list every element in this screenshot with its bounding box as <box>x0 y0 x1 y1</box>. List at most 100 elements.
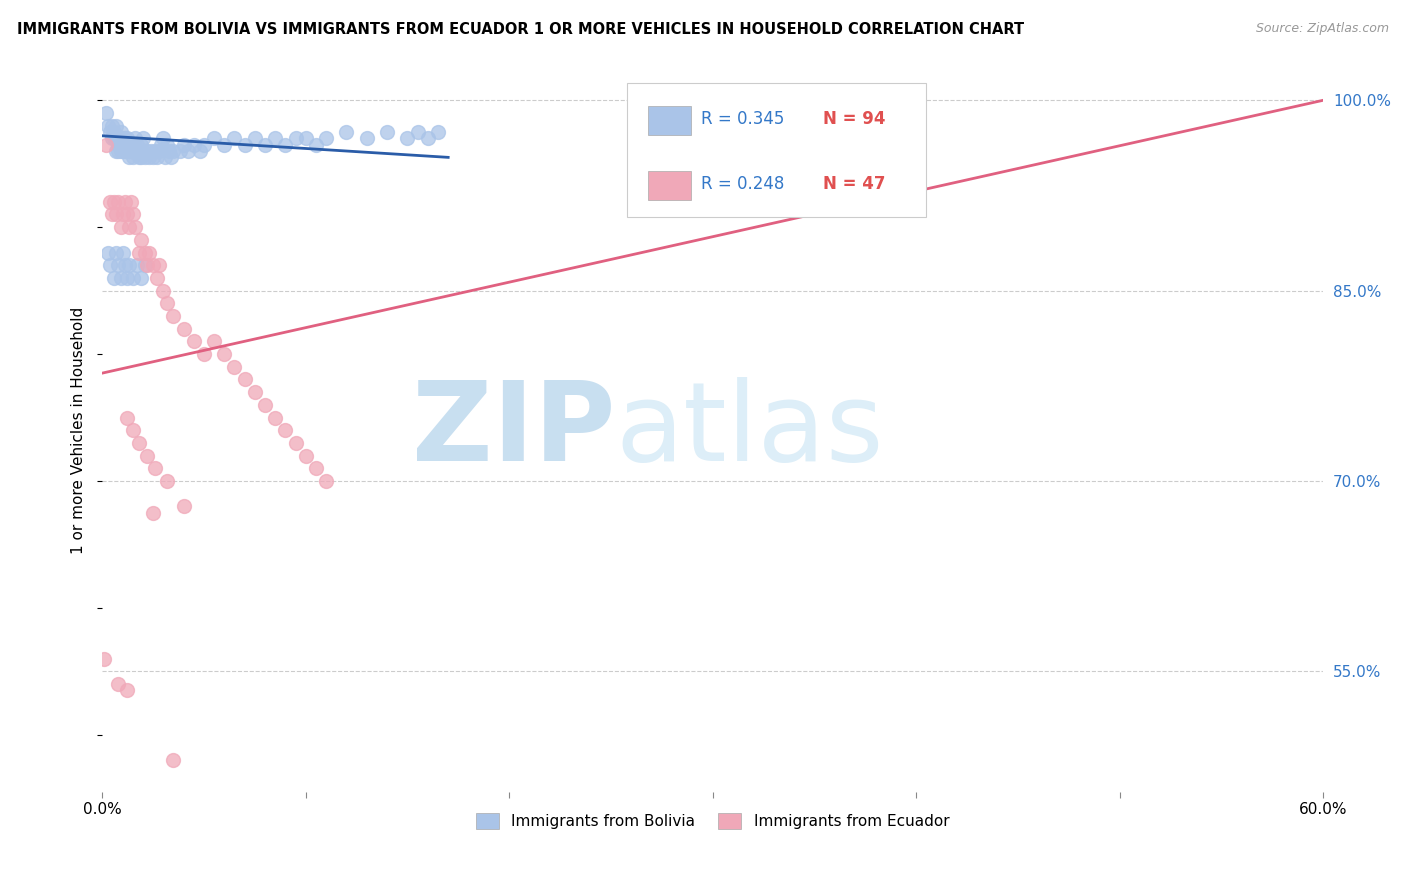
Point <box>124 131 146 145</box>
Point <box>132 131 155 145</box>
FancyBboxPatch shape <box>627 83 927 217</box>
Point <box>138 245 160 260</box>
Point <box>173 500 195 514</box>
Point <box>105 119 128 133</box>
Point <box>148 258 170 272</box>
Point <box>101 207 124 221</box>
Point <box>103 125 125 139</box>
Point <box>110 144 132 158</box>
Point <box>121 423 143 437</box>
Point <box>128 144 150 158</box>
Point <box>406 125 429 139</box>
Point <box>264 410 287 425</box>
Point <box>162 309 184 323</box>
Point <box>142 258 165 272</box>
Point <box>284 131 307 145</box>
Bar <box>648 106 690 135</box>
Point <box>416 131 439 145</box>
Point <box>124 144 146 158</box>
Point <box>107 258 129 272</box>
Point <box>115 207 138 221</box>
Text: N = 94: N = 94 <box>823 110 886 128</box>
Text: R = 0.248: R = 0.248 <box>700 175 785 194</box>
Point <box>107 677 129 691</box>
Point <box>105 144 128 158</box>
Point <box>111 131 134 145</box>
Point <box>125 137 148 152</box>
Legend: Immigrants from Bolivia, Immigrants from Ecuador: Immigrants from Bolivia, Immigrants from… <box>470 806 955 835</box>
Point <box>284 436 307 450</box>
Text: atlas: atlas <box>614 376 883 483</box>
Point <box>125 144 148 158</box>
Point <box>305 461 328 475</box>
Point <box>173 322 195 336</box>
Point <box>134 150 156 164</box>
Point <box>115 137 138 152</box>
Point <box>253 398 276 412</box>
Point <box>202 334 225 349</box>
Point <box>193 137 215 152</box>
Point <box>146 150 169 164</box>
Point <box>132 144 155 158</box>
Point <box>427 125 450 139</box>
Point <box>103 194 125 209</box>
Point <box>156 137 179 152</box>
Point <box>134 245 156 260</box>
Point <box>143 144 166 158</box>
Point <box>96 137 118 152</box>
Point <box>142 150 165 164</box>
Point <box>183 334 205 349</box>
Point <box>107 131 129 145</box>
Point <box>111 137 134 152</box>
Point <box>115 144 138 158</box>
Point <box>143 461 166 475</box>
Point <box>202 131 225 145</box>
Point <box>305 137 328 152</box>
Point <box>115 271 138 285</box>
Point <box>121 271 143 285</box>
Point <box>274 137 297 152</box>
Text: ZIP: ZIP <box>412 376 614 483</box>
Text: Source: ZipAtlas.com: Source: ZipAtlas.com <box>1256 22 1389 36</box>
Point <box>169 144 191 158</box>
Point <box>157 144 180 158</box>
Point <box>96 106 118 120</box>
Point <box>114 144 136 158</box>
Point <box>103 271 125 285</box>
Point <box>120 137 142 152</box>
Point <box>107 194 129 209</box>
Point <box>97 245 120 260</box>
Point <box>115 683 138 698</box>
Point <box>224 131 246 145</box>
Point <box>233 372 256 386</box>
Point <box>176 144 198 158</box>
Point <box>101 131 124 145</box>
Point <box>138 150 160 164</box>
Point <box>193 347 215 361</box>
Point <box>111 144 134 158</box>
Point <box>146 271 169 285</box>
Y-axis label: 1 or more Vehicles in Household: 1 or more Vehicles in Household <box>72 307 86 554</box>
Point <box>114 131 136 145</box>
Point <box>115 131 138 145</box>
Point <box>124 220 146 235</box>
Point <box>98 258 121 272</box>
Point <box>356 131 378 145</box>
Point <box>315 131 337 145</box>
Point <box>136 258 159 272</box>
Text: N = 47: N = 47 <box>823 175 886 194</box>
Point <box>111 207 134 221</box>
Point <box>264 131 287 145</box>
Point <box>396 131 419 145</box>
Point <box>128 436 150 450</box>
Point <box>110 137 132 152</box>
Point <box>183 137 205 152</box>
Point <box>97 119 120 133</box>
Point <box>118 258 141 272</box>
Point <box>233 137 256 152</box>
Point <box>253 137 276 152</box>
Point <box>111 245 134 260</box>
Point <box>121 150 143 164</box>
Point <box>162 753 184 767</box>
Point <box>294 131 316 145</box>
